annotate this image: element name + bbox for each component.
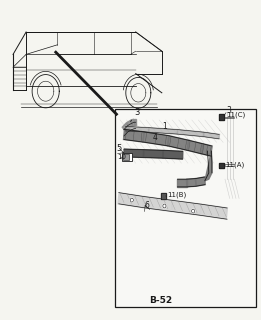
Polygon shape [205, 151, 212, 181]
Text: 4: 4 [153, 133, 158, 142]
Polygon shape [127, 120, 133, 128]
Polygon shape [122, 123, 130, 132]
Polygon shape [131, 119, 135, 126]
Circle shape [163, 204, 166, 208]
Polygon shape [124, 149, 144, 157]
Text: 3: 3 [227, 106, 232, 115]
Circle shape [192, 209, 195, 213]
Polygon shape [219, 163, 224, 168]
Polygon shape [134, 119, 136, 125]
Bar [115, 109, 256, 307]
Text: 1: 1 [162, 122, 167, 131]
Polygon shape [143, 196, 173, 212]
Text: 6: 6 [144, 201, 149, 210]
Polygon shape [125, 126, 149, 132]
Polygon shape [203, 132, 220, 139]
Polygon shape [168, 136, 189, 150]
Polygon shape [186, 179, 196, 187]
Text: 3: 3 [130, 108, 140, 122]
Text: 5: 5 [116, 144, 121, 153]
Polygon shape [201, 144, 212, 156]
Polygon shape [123, 129, 144, 142]
Polygon shape [143, 132, 169, 146]
Polygon shape [177, 130, 204, 137]
Circle shape [130, 198, 133, 202]
Text: 11(C): 11(C) [227, 112, 246, 118]
Polygon shape [177, 179, 187, 187]
Text: 11(B): 11(B) [167, 192, 186, 198]
Text: 10: 10 [117, 154, 126, 160]
Polygon shape [171, 200, 201, 215]
Polygon shape [200, 204, 227, 219]
Polygon shape [144, 150, 163, 158]
Text: 11(A): 11(A) [226, 161, 245, 168]
Bar [122, 153, 132, 161]
Polygon shape [118, 193, 144, 208]
Polygon shape [149, 128, 177, 134]
Polygon shape [161, 193, 166, 199]
Polygon shape [187, 140, 203, 154]
Bar [123, 154, 129, 160]
Polygon shape [195, 177, 205, 186]
Text: B-52: B-52 [149, 296, 172, 305]
Polygon shape [163, 150, 183, 159]
Polygon shape [219, 114, 224, 120]
